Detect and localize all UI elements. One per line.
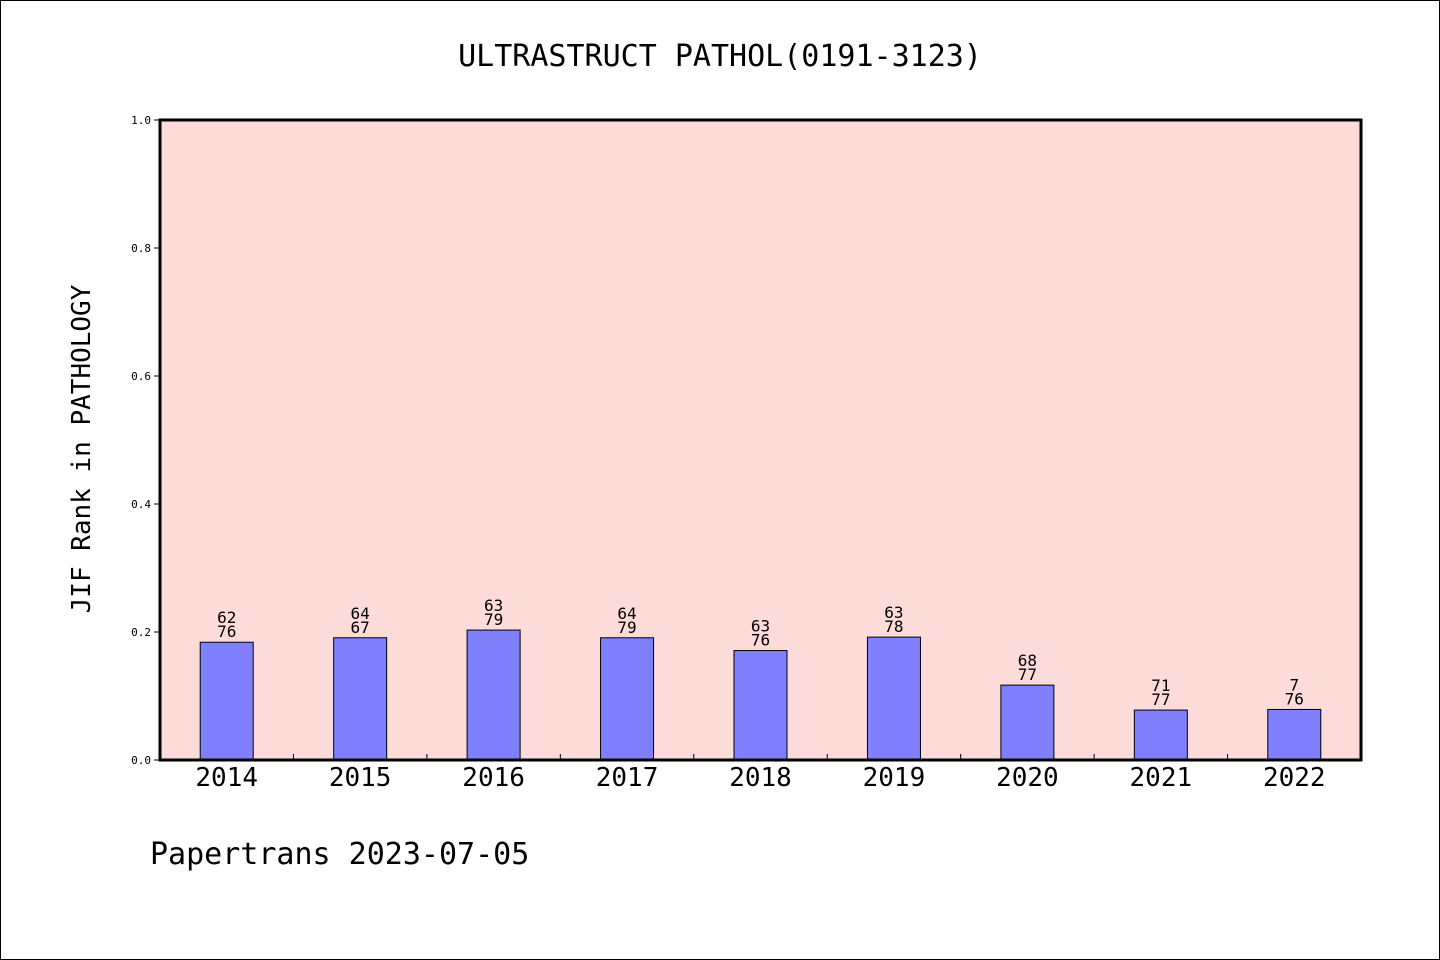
bar-rank-label: 7 [1289, 675, 1299, 694]
x-tick-label: 2021 [1130, 763, 1193, 793]
y-tick-label: 0.6 [131, 370, 151, 383]
bar-total-label: 79 [617, 618, 636, 637]
y-tick-label: 0.4 [131, 498, 151, 511]
bar-total-label: 77 [1151, 690, 1170, 709]
y-tick-label: 0.8 [131, 242, 151, 255]
x-tick-label: 2015 [329, 763, 392, 793]
bars [199, 629, 1322, 761]
y-axis-label: JIF Rank in PATHOLOGY [67, 284, 97, 613]
bar-rank-label: 62 [217, 608, 236, 627]
bar-2022 [1267, 708, 1322, 761]
x-tick-label: 2022 [1263, 763, 1326, 793]
x-tick-label: 2016 [462, 763, 525, 793]
bar-rank-label: 63 [751, 617, 770, 636]
bar-2020 [1000, 684, 1055, 761]
y-tick-label: 0.2 [131, 626, 151, 639]
bar-2014 [199, 641, 254, 761]
bar-rank-label: 63 [884, 603, 903, 622]
x-axis: 2014 2015 2016 2017 2018 2019 2020 2021 2022 [195, 754, 1326, 793]
bar-total-label: 67 [351, 618, 370, 637]
x-tick-label: 2019 [863, 763, 926, 793]
bar-rank-label: 63 [484, 596, 503, 615]
footer-text: Papertrans 2023-07-05 [150, 837, 529, 872]
y-tick-label: 1.0 [131, 114, 151, 127]
bar-2017 [600, 637, 655, 761]
bar-rank-label: 64 [351, 604, 370, 623]
bar-rank-label: 71 [1151, 676, 1170, 695]
bar-rank-label: 68 [1018, 651, 1037, 670]
bar-total-label: 76 [1285, 689, 1304, 708]
chart-title: ULTRASTRUCT PATHOL(0191-3123) [458, 39, 982, 74]
y-axis: 0.0 0.2 0.4 0.6 0.8 1.0 [131, 114, 160, 767]
bar-2016 [466, 629, 521, 761]
bar-total-label: 76 [217, 622, 236, 641]
bar-rank-label: 64 [617, 604, 636, 623]
bar-2021 [1133, 709, 1188, 761]
x-tick-label: 2018 [729, 763, 792, 793]
bar-total-label: 78 [884, 617, 903, 636]
plot-frame [158, 118, 1363, 762]
bar-total-label: 79 [484, 610, 503, 629]
x-tick-label: 2020 [996, 763, 1059, 793]
bar-2018 [733, 650, 788, 761]
bar-total-label: 76 [751, 631, 770, 650]
bar-2019 [866, 636, 921, 761]
bar-2015 [333, 637, 388, 761]
x-tick-label: 2017 [596, 763, 659, 793]
bar-total-label: 77 [1018, 665, 1037, 684]
x-tick-label: 2014 [195, 763, 258, 793]
y-tick-label: 0.0 [131, 754, 151, 767]
